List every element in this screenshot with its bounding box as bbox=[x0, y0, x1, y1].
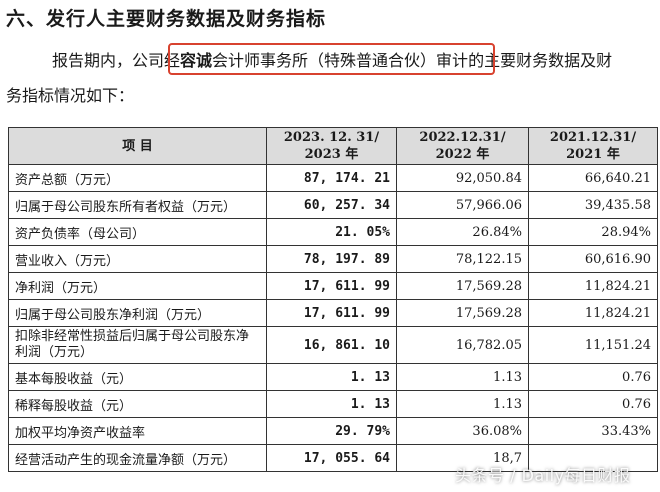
cell-2023: 29. 79% bbox=[266, 417, 397, 445]
cell-2022: 78,122.15 bbox=[396, 245, 529, 273]
row-label: 稀释每股收益（元） bbox=[8, 390, 267, 418]
header-2022-year: 2022 年 bbox=[435, 147, 490, 162]
table-row: 基本每股收益（元） 1. 13 1.13 0.76 bbox=[8, 363, 658, 391]
row-label: 资产总额（万元） bbox=[8, 164, 267, 192]
table-row: 营业收入（万元） 78, 197. 89 78,122.15 60,616.90 bbox=[8, 245, 658, 273]
header-item: 项 目 bbox=[8, 127, 267, 165]
table-row: 归属于母公司股东所有者权益（万元） 60, 257. 34 57,966.06 … bbox=[8, 191, 658, 219]
cell-2022: 16,782.05 bbox=[396, 326, 529, 364]
cell-2023: 60, 257. 34 bbox=[266, 191, 397, 219]
cell-2021: 28.94% bbox=[528, 218, 658, 246]
cell-2022: 17,569.28 bbox=[396, 272, 529, 300]
cell-2023: 17, 055. 64 bbox=[266, 444, 397, 472]
intro-highlight-post: 会计师事务所（特殊普通合伙）审计 bbox=[212, 51, 469, 70]
section-heading: 六、发行人主要财务数据及财务指标 bbox=[6, 8, 327, 30]
auditor-name-bold: 容诚 bbox=[180, 51, 213, 70]
cell-2022: 26.84% bbox=[396, 218, 529, 246]
row-label: 资产负债率（母公司） bbox=[8, 218, 267, 246]
cell-2021: 0.76 bbox=[528, 363, 658, 391]
cell-2022: 36.08% bbox=[396, 417, 529, 445]
row-label: 净利润（万元） bbox=[8, 272, 267, 300]
table-header-row: 项 目 2023. 12. 31/2023 年 2022.12.31/2022 … bbox=[8, 127, 658, 165]
cell-2023: 87, 174. 21 bbox=[266, 164, 397, 192]
cell-2021 bbox=[528, 444, 658, 472]
row-label: 归属于母公司股东所有者权益（万元） bbox=[8, 191, 267, 219]
header-2021-year: 2021 年 bbox=[566, 147, 620, 162]
cell-2022: 1.13 bbox=[396, 363, 529, 391]
auditor-highlight-box bbox=[168, 43, 495, 75]
table-row: 扣除非经常性损益后归属于母公司股东净利润（万元） 16, 861. 10 16,… bbox=[8, 326, 658, 364]
row-label: 经营活动产生的现金流量净额（万元） bbox=[8, 444, 267, 472]
header-2023-date: 2023. 12. 31/ bbox=[283, 130, 380, 145]
header-2021-date: 2021.12.31/ bbox=[549, 130, 637, 145]
header-2023-year: 2023 年 bbox=[304, 147, 359, 162]
intro-paragraph-line-1: 报告期内，公司经容诚会计师事务所（特殊普通合伙）审计的主要财务数据及财 bbox=[6, 48, 656, 74]
cell-2023: 1. 13 bbox=[266, 390, 397, 418]
table-row: 稀释每股收益（元） 1. 13 1.13 0.76 bbox=[8, 390, 658, 418]
table-row: 经营活动产生的现金流量净额（万元） 17, 055. 64 18,7 bbox=[8, 444, 658, 472]
cell-2021: 60,616.90 bbox=[528, 245, 658, 273]
cell-2023: 78, 197. 89 bbox=[266, 245, 397, 273]
cell-2022: 17,569.28 bbox=[396, 299, 529, 327]
cell-2021: 33.43% bbox=[528, 417, 658, 445]
intro-pre: 报告期内，公司 bbox=[52, 51, 165, 70]
cell-2022: 92,050.84 bbox=[396, 164, 529, 192]
row-label: 基本每股收益（元） bbox=[8, 363, 267, 391]
header-2021: 2021.12.31/2021 年 bbox=[528, 127, 658, 165]
row-label: 扣除非经常性损益后归属于母公司股东净利润（万元） bbox=[8, 326, 267, 364]
financial-data-table: 项 目 2023. 12. 31/2023 年 2022.12.31/2022 … bbox=[8, 127, 658, 472]
cell-2022: 1.13 bbox=[396, 390, 529, 418]
cell-2021: 11,824.21 bbox=[528, 299, 658, 327]
cell-2022: 18,7 bbox=[396, 444, 529, 472]
intro-paragraph-line-2: 务指标情况如下： bbox=[6, 86, 135, 105]
cell-2023: 16, 861. 10 bbox=[266, 326, 397, 364]
intro-post: 的主要财务数据及财 bbox=[468, 51, 613, 70]
table-row: 加权平均净资产收益率 29. 79% 36.08% 33.43% bbox=[8, 417, 658, 445]
row-label: 营业收入（万元） bbox=[8, 245, 267, 273]
table-row: 净利润（万元） 17, 611. 99 17,569.28 11,824.21 bbox=[8, 272, 658, 300]
cell-2023: 21. 05% bbox=[266, 218, 397, 246]
cell-2023: 17, 611. 99 bbox=[266, 272, 397, 300]
header-2022-date: 2022.12.31/ bbox=[419, 130, 506, 145]
row-label: 归属于母公司股东净利润（万元） bbox=[8, 299, 267, 327]
table-row: 资产总额（万元） 87, 174. 21 92,050.84 66,640.21 bbox=[8, 164, 658, 192]
source-watermark: 头条号 / Daily每日财报 bbox=[455, 466, 631, 485]
cell-2022: 57,966.06 bbox=[396, 191, 529, 219]
cell-2021: 39,435.58 bbox=[528, 191, 658, 219]
cell-2021: 0.76 bbox=[528, 390, 658, 418]
table-row: 资产负债率（母公司） 21. 05% 26.84% 28.94% bbox=[8, 218, 658, 246]
cell-2021: 11,151.24 bbox=[528, 326, 658, 364]
row-label: 加权平均净资产收益率 bbox=[8, 417, 267, 445]
header-2022: 2022.12.31/2022 年 bbox=[396, 127, 529, 165]
cell-2021: 66,640.21 bbox=[528, 164, 658, 192]
cell-2021: 11,824.21 bbox=[528, 272, 658, 300]
cell-2023: 1. 13 bbox=[266, 363, 397, 391]
cell-2023: 17, 611. 99 bbox=[266, 299, 397, 327]
table-row: 归属于母公司股东净利润（万元） 17, 611. 99 17,569.28 11… bbox=[8, 299, 658, 327]
header-2023: 2023. 12. 31/2023 年 bbox=[266, 127, 397, 165]
